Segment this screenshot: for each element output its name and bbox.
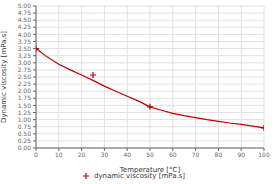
svg-text:2.50: 2.50 [18, 73, 32, 80]
svg-text:100: 100 [258, 151, 266, 158]
svg-text:1.25: 1.25 [18, 109, 32, 116]
svg-text:3.00: 3.00 [18, 59, 32, 66]
svg-text:0.75: 0.75 [18, 123, 32, 130]
svg-text:5.00: 5.00 [18, 2, 32, 9]
html-text:dynamic viscosity [mPa.s]: dynamic viscosity [mPa.s] [94, 172, 185, 180]
svg-text:90: 90 [237, 151, 245, 158]
svg-text:4.00: 4.00 [18, 31, 32, 38]
svg-text:4.25: 4.25 [18, 23, 32, 30]
svg-text:10: 10 [55, 151, 63, 158]
svg-text:40: 40 [123, 151, 131, 158]
svg-text:2.00: 2.00 [18, 87, 32, 94]
svg-text:1.00: 1.00 [18, 116, 32, 123]
svg-text:60: 60 [169, 151, 177, 158]
svg-text:3.75: 3.75 [18, 38, 32, 45]
svg-text:0.00: 0.00 [18, 144, 32, 151]
svg-text:80: 80 [215, 151, 223, 158]
svg-text:0: 0 [34, 151, 38, 158]
svg-text:30: 30 [101, 151, 109, 158]
svg-text:50: 50 [146, 151, 154, 158]
svg-text:3.50: 3.50 [18, 45, 32, 52]
svg-text:20: 20 [78, 151, 86, 158]
svg-text:2.75: 2.75 [18, 66, 32, 73]
svg-text:0.25: 0.25 [18, 137, 32, 144]
svg-text:0.50: 0.50 [18, 130, 32, 137]
svg-text:70: 70 [192, 151, 200, 158]
svg-text:2.25: 2.25 [18, 80, 32, 87]
svg-text:4.75: 4.75 [18, 9, 32, 16]
svg-text:Dynamic viscosity [mPa.s]: Dynamic viscosity [mPa.s] [8, 31, 9, 123]
svg-text:3.25: 3.25 [18, 52, 32, 59]
svg-text:1.75: 1.75 [18, 94, 32, 101]
svg-text:1.50: 1.50 [18, 102, 32, 109]
svg-text:4.50: 4.50 [18, 16, 32, 23]
svg-text:Temperature [°C]: Temperature [°C] [119, 166, 181, 174]
